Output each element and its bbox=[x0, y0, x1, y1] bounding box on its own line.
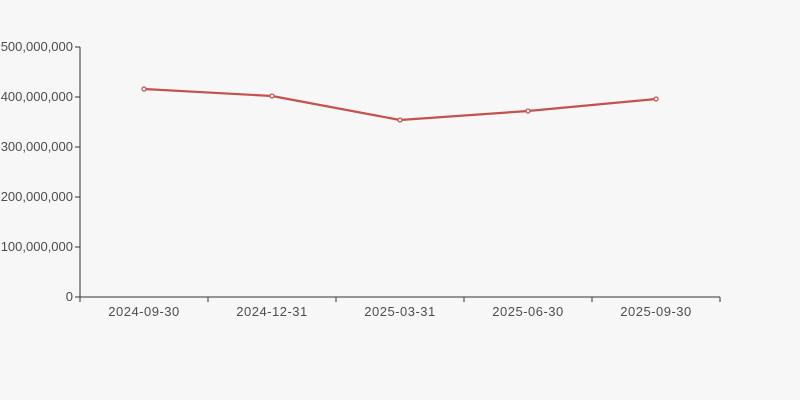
data-point-marker bbox=[269, 93, 275, 99]
x-axis-tick-label: 2025-03-31 bbox=[364, 304, 436, 319]
data-point-marker bbox=[653, 96, 659, 102]
x-axis-tick-label: 2025-09-30 bbox=[620, 304, 692, 319]
data-point-marker bbox=[141, 86, 147, 92]
y-axis-tick-label: 100,000,000 bbox=[1, 239, 73, 254]
data-point-marker bbox=[397, 117, 403, 123]
y-axis-tick-label: 0 bbox=[66, 289, 73, 304]
x-axis-tick-label: 2024-09-30 bbox=[108, 304, 180, 319]
y-axis-tick-label: 300,000,000 bbox=[1, 139, 73, 154]
data-point-marker bbox=[525, 108, 531, 114]
y-axis-tick-label: 400,000,000 bbox=[1, 89, 73, 104]
trend-line bbox=[142, 87, 658, 122]
y-axis-tick-label: 200,000,000 bbox=[1, 189, 73, 204]
x-axis-tick-label: 2025-06-30 bbox=[492, 304, 564, 319]
y-axis-tick-label: 500,000,000 bbox=[1, 39, 73, 54]
x-axis-tick-label: 2024-12-31 bbox=[236, 304, 308, 319]
